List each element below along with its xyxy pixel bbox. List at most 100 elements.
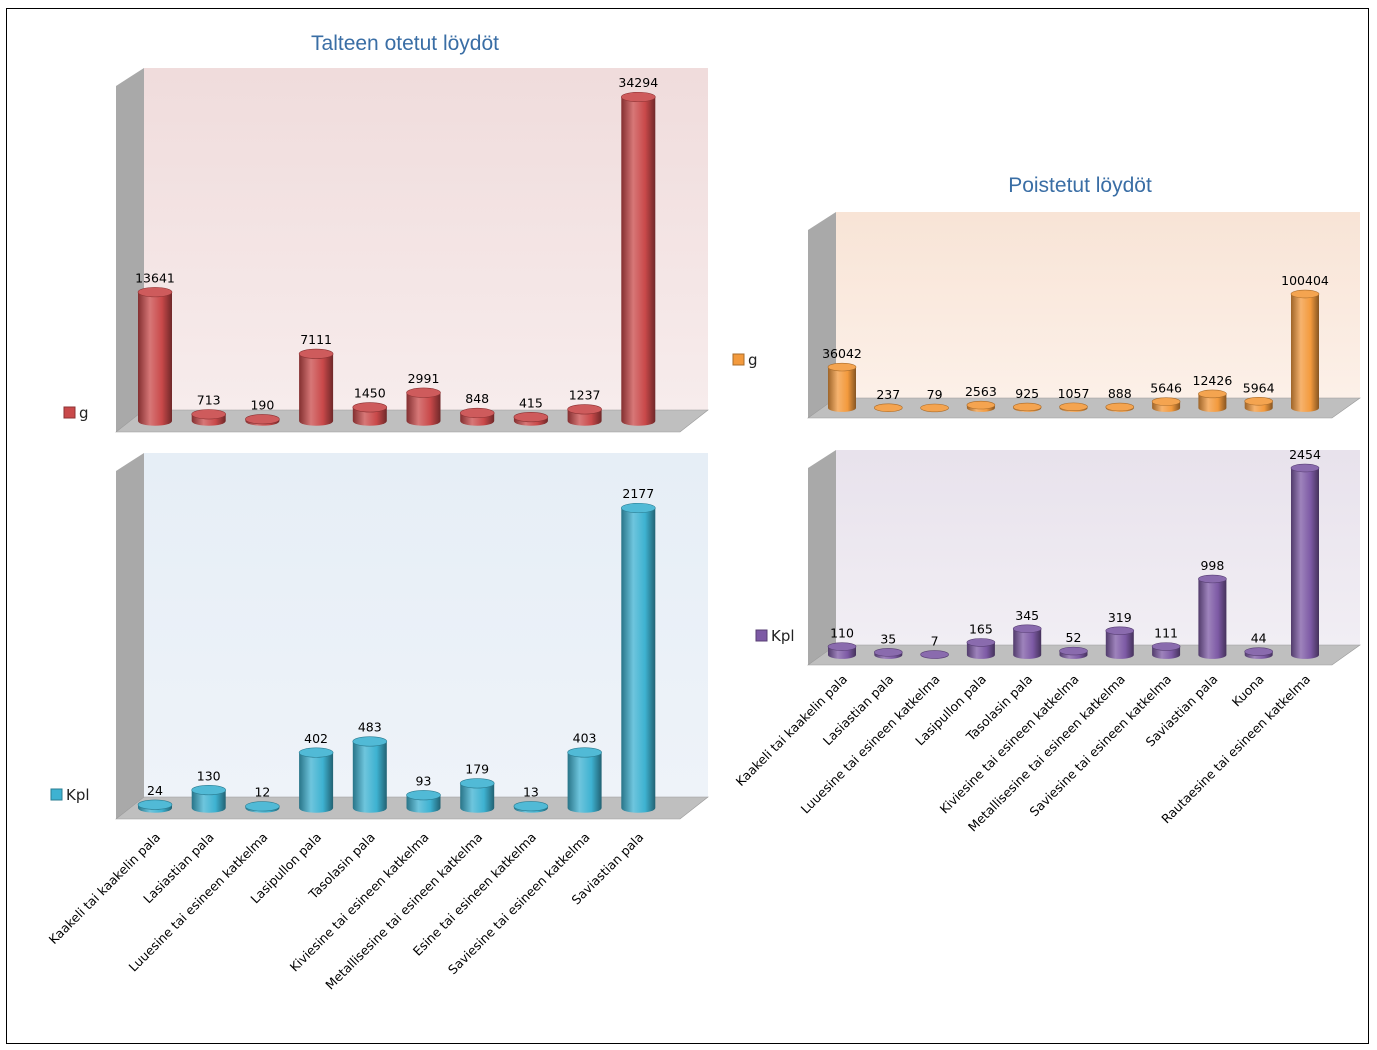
bar-body	[352, 407, 387, 426]
bar-top	[459, 407, 495, 419]
data-label: 2177	[622, 486, 654, 501]
data-label: 44	[1251, 631, 1267, 646]
bar-top	[298, 348, 334, 359]
bar-top	[1105, 626, 1135, 635]
bar-top	[245, 801, 280, 812]
bar-top	[620, 91, 656, 103]
bar-body	[299, 752, 334, 813]
bar	[1059, 646, 1088, 659]
data-label: 24	[147, 783, 163, 798]
bar-body	[828, 367, 856, 412]
bar-top	[513, 412, 549, 423]
bar	[1198, 389, 1227, 412]
bar	[966, 638, 996, 659]
bar	[827, 362, 857, 412]
bar	[1012, 402, 1042, 412]
bar	[406, 790, 441, 813]
bar-top	[406, 387, 441, 398]
data-label: 12426	[1193, 373, 1233, 388]
bar	[620, 91, 656, 426]
bar	[191, 409, 226, 426]
bar-top	[1012, 402, 1042, 412]
bar-body	[460, 783, 495, 813]
data-label: 13	[523, 784, 539, 799]
data-label: 36042	[822, 346, 862, 361]
bar	[513, 412, 549, 426]
data-label: 925	[1015, 386, 1039, 401]
chart-back-wall	[144, 453, 708, 797]
bar	[352, 402, 388, 426]
data-label: 13641	[135, 270, 175, 285]
bar-body	[352, 741, 387, 813]
data-label: 402	[304, 731, 328, 746]
bar-top	[1151, 397, 1181, 406]
data-label: 415	[519, 395, 543, 410]
data-label: 5964	[1243, 380, 1275, 395]
bar-top	[1059, 402, 1088, 412]
bar-top	[352, 736, 388, 747]
data-label: 1450	[354, 386, 386, 401]
bar-top	[920, 650, 949, 659]
bar-top	[1105, 402, 1135, 412]
bar	[1059, 402, 1088, 412]
bar-top	[567, 404, 602, 415]
bar	[191, 785, 226, 813]
bar	[1290, 289, 1320, 412]
bar-top	[966, 400, 996, 410]
chart-side-wall	[116, 453, 144, 819]
data-label: 190	[250, 397, 274, 412]
data-label: 237	[876, 387, 900, 402]
data-label: 483	[358, 720, 382, 735]
bar-body	[966, 642, 995, 659]
bar	[137, 287, 173, 426]
data-label: 403	[573, 731, 597, 746]
legend-label: g	[748, 351, 758, 369]
bar-body	[138, 292, 172, 426]
bar-top	[352, 402, 388, 413]
data-label: 79	[927, 387, 943, 402]
bar-top	[1244, 647, 1273, 656]
bar-top	[1012, 624, 1042, 633]
bar-body	[1198, 393, 1227, 412]
bar-body	[567, 752, 602, 813]
bar	[245, 414, 280, 426]
legend: g	[732, 351, 758, 369]
data-label: 345	[1015, 608, 1039, 623]
right-chart-title: Poistetut löydöt	[1008, 174, 1152, 197]
bar-top	[406, 790, 441, 801]
legend: Kpl	[50, 786, 90, 804]
data-label: 179	[465, 762, 489, 777]
bar	[459, 778, 495, 813]
bar-top	[1244, 397, 1273, 406]
data-label: 93	[416, 773, 432, 788]
data-label: 52	[1066, 630, 1082, 645]
legend-swatch	[50, 788, 63, 801]
bar	[298, 747, 334, 813]
bar-top	[1290, 289, 1320, 299]
legend-swatch	[732, 353, 745, 366]
bar-top	[827, 362, 857, 372]
bar-body	[1291, 294, 1319, 412]
data-label: 130	[197, 768, 221, 783]
bar	[920, 403, 949, 413]
bar-body	[406, 392, 441, 426]
bar	[1244, 647, 1273, 659]
bar-top	[1151, 642, 1181, 651]
data-label: 1057	[1058, 386, 1090, 401]
bar-top	[1198, 389, 1227, 399]
bar-top	[459, 778, 495, 789]
chart-back-wall	[836, 212, 1360, 398]
bar-body	[1013, 628, 1042, 659]
bar-top	[191, 785, 226, 796]
bar	[1290, 463, 1320, 659]
category-tick-label: Kuona	[1229, 672, 1267, 710]
data-label: 12	[254, 785, 270, 800]
bar	[873, 648, 903, 659]
bar	[827, 642, 857, 659]
bar-top	[567, 747, 602, 758]
bar-top	[137, 799, 173, 810]
data-label: 100404	[1281, 273, 1329, 288]
bar	[1151, 397, 1181, 412]
